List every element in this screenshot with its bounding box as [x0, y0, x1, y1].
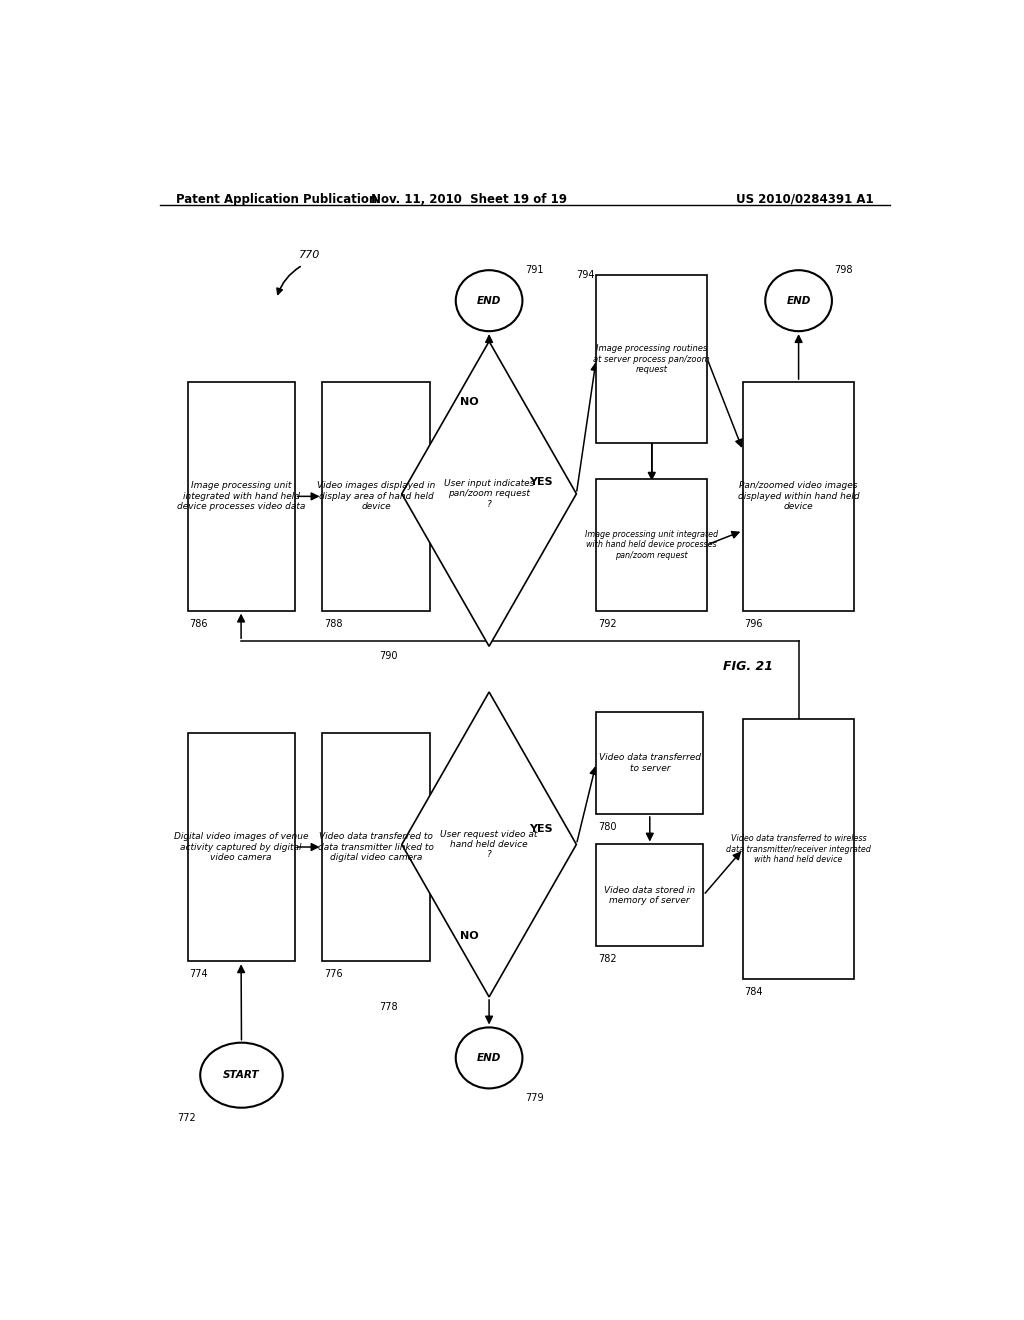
Ellipse shape	[456, 271, 522, 331]
Text: Video data transferred to wireless
data transmitter/receiver integrated
with han: Video data transferred to wireless data …	[726, 834, 871, 865]
Text: 770: 770	[299, 249, 319, 260]
Text: 779: 779	[524, 1093, 544, 1104]
Text: END: END	[786, 296, 811, 306]
Text: 772: 772	[177, 1113, 197, 1123]
Text: 774: 774	[189, 969, 208, 979]
FancyBboxPatch shape	[187, 733, 295, 961]
Text: 776: 776	[324, 969, 343, 979]
Text: Video data transferred to
data transmitter linked to
digital video camera: Video data transferred to data transmitt…	[318, 832, 434, 862]
Text: FIG. 21: FIG. 21	[723, 660, 773, 673]
Text: Patent Application Publication: Patent Application Publication	[176, 193, 377, 206]
Polygon shape	[401, 342, 577, 647]
FancyBboxPatch shape	[323, 381, 430, 611]
FancyBboxPatch shape	[187, 381, 295, 611]
Text: 792: 792	[598, 619, 616, 628]
Polygon shape	[401, 692, 577, 997]
Text: Image processing unit
integrated with hand held
device processes video data: Image processing unit integrated with ha…	[177, 482, 305, 511]
Text: 798: 798	[835, 265, 853, 275]
Text: Nov. 11, 2010  Sheet 19 of 19: Nov. 11, 2010 Sheet 19 of 19	[372, 193, 567, 206]
FancyBboxPatch shape	[596, 845, 703, 946]
Text: Pan/zoomed video images
displayed within hand held
device: Pan/zoomed video images displayed within…	[737, 482, 859, 511]
Ellipse shape	[201, 1043, 283, 1107]
Text: Video images displayed in
display area of hand held
device: Video images displayed in display area o…	[316, 482, 435, 511]
Text: NO: NO	[460, 931, 478, 941]
FancyBboxPatch shape	[596, 713, 703, 814]
Text: START: START	[223, 1071, 260, 1080]
Ellipse shape	[765, 271, 831, 331]
FancyBboxPatch shape	[743, 719, 854, 978]
Text: NO: NO	[460, 397, 478, 408]
Text: YES: YES	[528, 824, 553, 834]
FancyBboxPatch shape	[743, 381, 854, 611]
FancyBboxPatch shape	[323, 733, 430, 961]
Text: 786: 786	[189, 619, 208, 628]
Text: END: END	[477, 296, 502, 306]
Text: Image processing routines
at server process pan/zoom
request: Image processing routines at server proc…	[593, 345, 711, 374]
FancyBboxPatch shape	[596, 276, 708, 444]
Text: YES: YES	[528, 477, 553, 487]
Text: Video data stored in
memory of server: Video data stored in memory of server	[604, 886, 695, 906]
Text: Image processing unit integrated
with hand held device processes
pan/zoom reques: Image processing unit integrated with ha…	[585, 529, 719, 560]
Text: 784: 784	[744, 987, 763, 997]
Text: User input indicates
pan/zoom request
?: User input indicates pan/zoom request ?	[443, 479, 535, 508]
Text: END: END	[477, 1053, 502, 1063]
Text: 782: 782	[598, 954, 616, 964]
Text: 796: 796	[744, 619, 763, 628]
Text: 780: 780	[598, 822, 616, 832]
Text: 791: 791	[524, 265, 544, 275]
FancyBboxPatch shape	[596, 479, 708, 611]
Text: 778: 778	[379, 1002, 397, 1012]
Text: Digital video images of venue
activity captured by digital
video camera: Digital video images of venue activity c…	[174, 832, 308, 862]
Text: 790: 790	[379, 651, 397, 661]
Text: 794: 794	[577, 271, 595, 280]
Text: Video data transferred
to server: Video data transferred to server	[599, 754, 700, 772]
Text: 788: 788	[324, 619, 342, 628]
Text: US 2010/0284391 A1: US 2010/0284391 A1	[736, 193, 873, 206]
FancyArrowPatch shape	[276, 267, 300, 294]
Text: User request video at
hand held device
?: User request video at hand held device ?	[440, 829, 538, 859]
Ellipse shape	[456, 1027, 522, 1089]
